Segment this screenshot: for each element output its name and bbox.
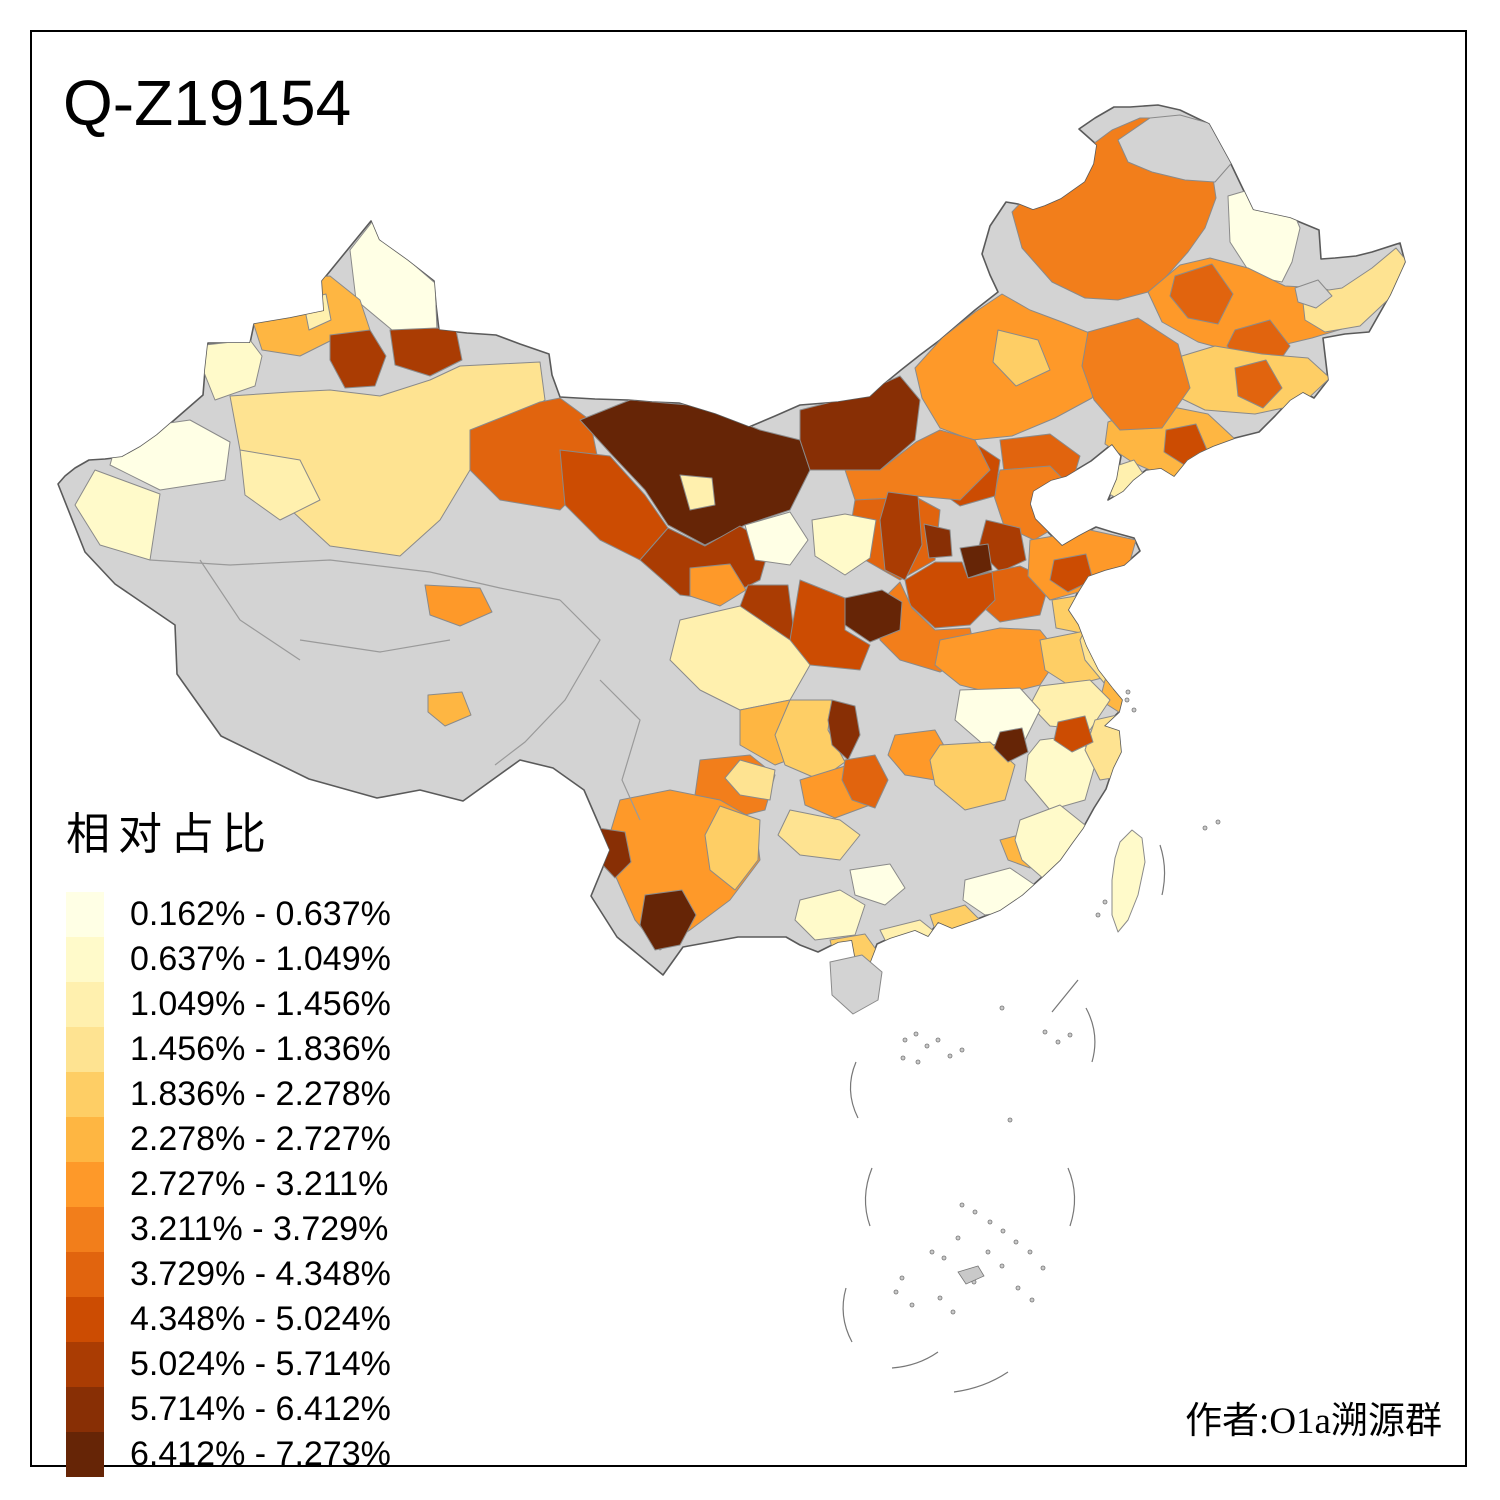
legend-swatch bbox=[66, 1162, 104, 1207]
map-region bbox=[811, 513, 877, 576]
legend-item: 1.836% - 2.278% bbox=[66, 1072, 391, 1117]
taiwan-island bbox=[1111, 829, 1146, 933]
map-region bbox=[959, 543, 993, 579]
map-region bbox=[844, 589, 903, 643]
legend-swatch bbox=[66, 1072, 104, 1117]
map-region bbox=[389, 327, 463, 377]
map-region bbox=[1294, 279, 1333, 309]
map-region bbox=[1117, 114, 1237, 183]
map-region bbox=[704, 805, 761, 891]
legend-item-label: 1.456% - 1.836% bbox=[130, 1030, 391, 1068]
attribution: 作者:O1a溯源群 bbox=[1185, 1401, 1442, 1442]
legend-item: 3.211% - 3.729% bbox=[66, 1207, 391, 1252]
page-title: Q-Z19154 bbox=[63, 67, 352, 139]
map-region bbox=[239, 449, 321, 521]
legend-item: 3.729% - 4.348% bbox=[66, 1252, 391, 1297]
map-region bbox=[427, 691, 472, 727]
map-region bbox=[849, 863, 906, 906]
map-region bbox=[993, 727, 1029, 763]
legend-item-label: 0.162% - 0.637% bbox=[130, 895, 391, 933]
legend-item-label: 2.727% - 3.211% bbox=[130, 1165, 389, 1203]
legend-swatch bbox=[66, 1387, 104, 1432]
legend-item: 2.727% - 3.211% bbox=[66, 1162, 391, 1207]
map-region bbox=[1044, 861, 1096, 906]
plot-border bbox=[30, 30, 1467, 1467]
legend-swatch bbox=[66, 982, 104, 1027]
legend-swatch bbox=[66, 1342, 104, 1387]
islet-bank bbox=[957, 1265, 985, 1285]
south-china-sea-islands bbox=[842, 689, 1221, 1393]
legend-item-label: 5.024% - 5.714% bbox=[130, 1345, 391, 1383]
map-region bbox=[74, 469, 161, 561]
legend-swatch bbox=[66, 1027, 104, 1072]
legend-item-label: 4.348% - 5.024% bbox=[130, 1300, 391, 1338]
map-region bbox=[923, 523, 953, 559]
legend-item-label: 3.729% - 4.348% bbox=[130, 1255, 391, 1293]
legend-swatch bbox=[66, 1297, 104, 1342]
map-region bbox=[1169, 263, 1234, 325]
legend-item: 1.049% - 1.456% bbox=[66, 982, 391, 1027]
legend: 相对占比 0.162% - 0.637% 0.637% - 1.049% 1.0… bbox=[66, 798, 391, 1477]
legend-item-label: 2.278% - 2.727% bbox=[130, 1120, 391, 1158]
na-area-borders bbox=[149, 559, 641, 821]
map-region bbox=[992, 329, 1051, 387]
map-region bbox=[1051, 591, 1127, 637]
nine-dash-arc bbox=[1067, 1167, 1076, 1227]
map-region bbox=[689, 563, 747, 607]
legend-swatch bbox=[66, 892, 104, 937]
map-region bbox=[1081, 317, 1191, 431]
nine-dash-arc bbox=[842, 1287, 853, 1343]
legend-swatch bbox=[66, 1207, 104, 1252]
nine-dash-arc bbox=[849, 1061, 859, 1119]
map-region bbox=[329, 329, 387, 389]
legend-item-label: 5.714% - 6.412% bbox=[130, 1390, 391, 1428]
nine-dash-arc bbox=[1085, 1007, 1096, 1063]
legend-item-label: 6.412% - 7.273% bbox=[130, 1435, 391, 1473]
map-region bbox=[794, 889, 866, 941]
nine-dash-arc bbox=[1051, 979, 1079, 1013]
legend-item: 0.637% - 1.049% bbox=[66, 937, 391, 982]
legend-swatch bbox=[66, 1117, 104, 1162]
legend-item: 5.024% - 5.714% bbox=[66, 1342, 391, 1387]
legend-swatch bbox=[66, 1432, 104, 1477]
nine-dash-arc bbox=[1159, 844, 1166, 896]
map-region bbox=[744, 511, 809, 566]
legend-item: 2.278% - 2.727% bbox=[66, 1117, 391, 1162]
hainan-island bbox=[829, 954, 883, 1015]
map-region bbox=[424, 584, 493, 627]
nine-dash-arc bbox=[864, 1167, 873, 1227]
legend-item: 1.456% - 1.836% bbox=[66, 1027, 391, 1072]
map-region bbox=[679, 474, 716, 511]
legend-item: 6.412% - 7.273% bbox=[66, 1432, 391, 1477]
map-region bbox=[777, 809, 861, 861]
legend-item: 4.348% - 5.024% bbox=[66, 1297, 391, 1342]
legend-title: 相对占比 bbox=[66, 810, 274, 859]
legend-swatch bbox=[66, 937, 104, 982]
legend-item-label: 0.637% - 1.049% bbox=[130, 940, 391, 978]
legend-swatch bbox=[66, 1252, 104, 1297]
legend-item-label: 1.049% - 1.456% bbox=[130, 985, 391, 1023]
map-region bbox=[639, 889, 697, 951]
map-region bbox=[724, 759, 776, 801]
map-region bbox=[1049, 553, 1094, 593]
map-region bbox=[841, 754, 889, 809]
map-region bbox=[1053, 715, 1094, 753]
legend-item: 5.714% - 6.412% bbox=[66, 1387, 391, 1432]
legend-item: 0.162% - 0.637% bbox=[66, 892, 391, 937]
map-regions bbox=[74, 114, 1405, 973]
map-region bbox=[1234, 359, 1283, 409]
legend-item-label: 1.836% - 2.278% bbox=[130, 1075, 391, 1113]
nine-dash-arc bbox=[891, 1351, 939, 1369]
nine-dash-arc bbox=[953, 1371, 1009, 1393]
map-region bbox=[934, 627, 1061, 696]
legend-item-label: 3.211% - 3.729% bbox=[130, 1210, 389, 1248]
map-region bbox=[929, 741, 1016, 811]
map-region bbox=[904, 561, 996, 629]
